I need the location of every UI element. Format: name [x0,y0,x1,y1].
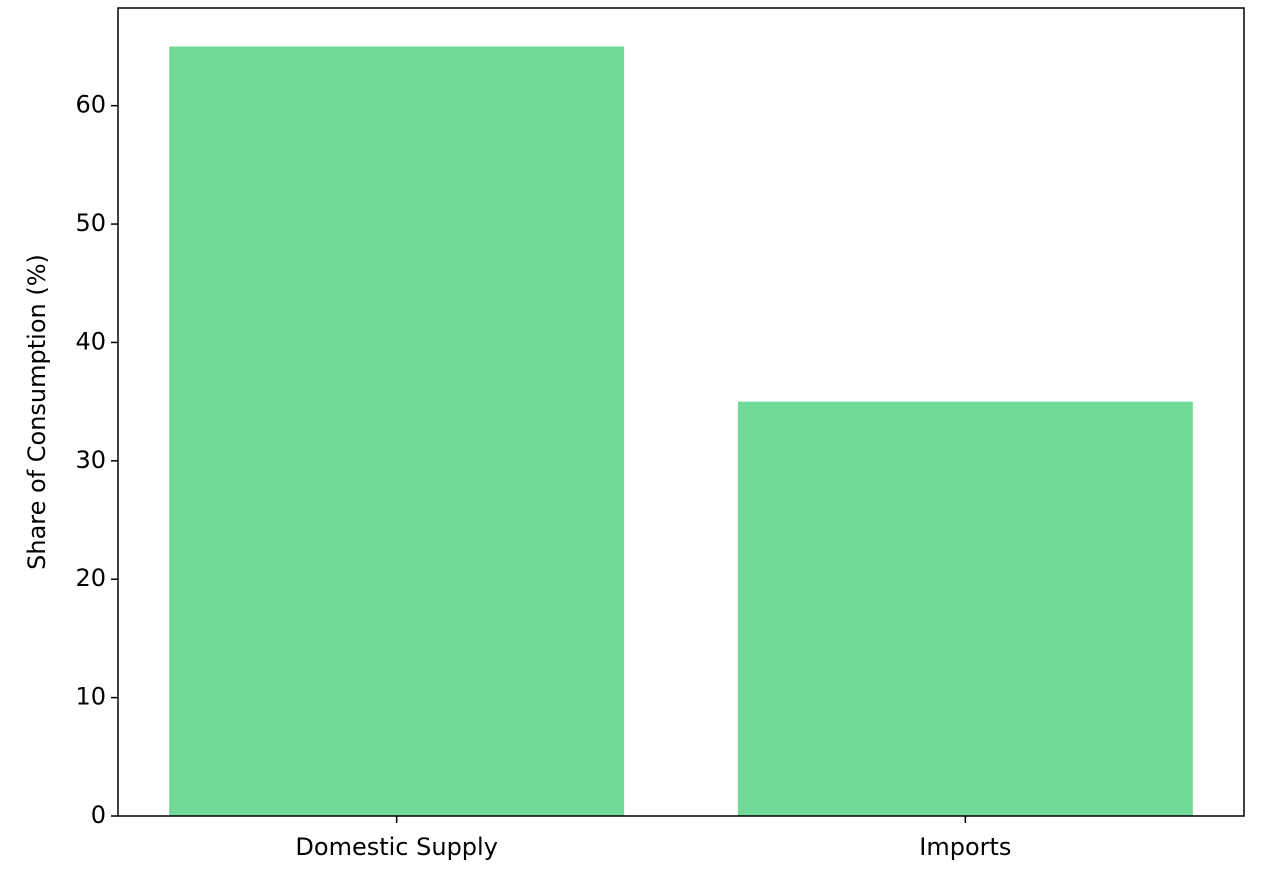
y-tick-label: 50 [75,209,106,237]
y-tick-label: 40 [75,327,106,355]
x-tick-label: Domestic Supply [295,833,498,861]
y-tick-label: 20 [75,564,106,592]
y-tick-label: 10 [75,683,106,711]
bar [737,401,1193,816]
x-tick-label: Imports [919,833,1011,861]
y-tick-label: 60 [75,91,106,119]
plot-frame [117,7,1245,817]
y-axis-label: Share of Consumption (%) [23,254,51,570]
y-tick-label: 30 [75,446,106,474]
bar [169,46,625,816]
y-tick-label: 0 [91,801,106,829]
